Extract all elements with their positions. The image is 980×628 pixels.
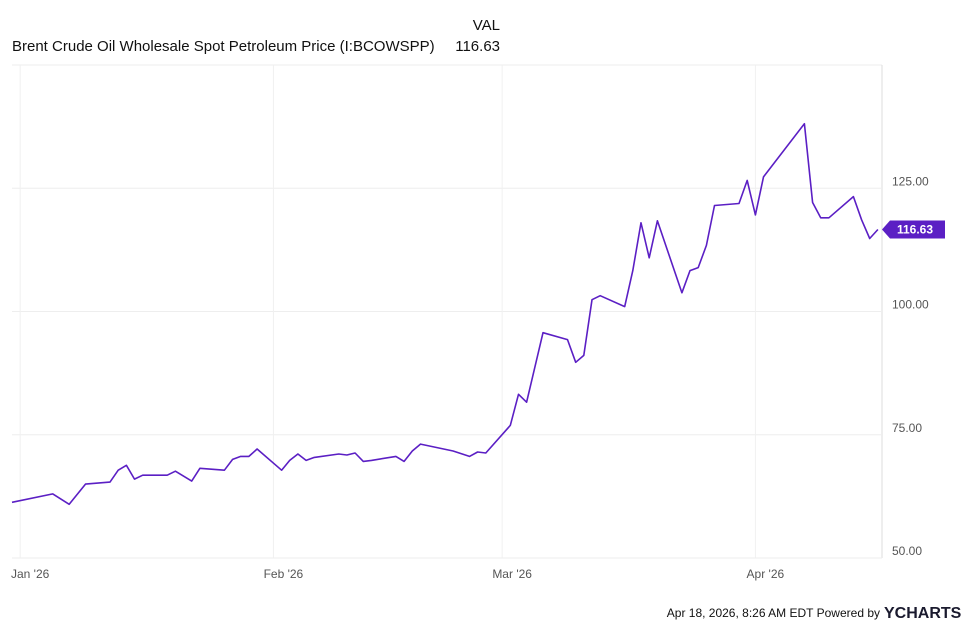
x-tick-label: Apr '26 bbox=[747, 567, 785, 581]
footer: Apr 18, 2026, 8:26 AM EDT Powered by bbox=[667, 606, 880, 620]
value-tag-label: 116.63 bbox=[897, 223, 933, 237]
x-tick-label: Feb '26 bbox=[264, 567, 304, 581]
y-tick-label: 50.00 bbox=[892, 544, 922, 558]
header-column: VAL bbox=[473, 17, 500, 34]
y-tick-label: 100.00 bbox=[892, 298, 929, 312]
x-tick-label: Mar '26 bbox=[492, 567, 532, 581]
value-tag bbox=[882, 220, 945, 239]
series-line bbox=[11, 122, 879, 506]
y-tick-label: 125.00 bbox=[892, 174, 929, 188]
x-tick-label: Jan '26 bbox=[11, 567, 50, 581]
legend-value: 116.63 bbox=[455, 38, 500, 55]
y-tick-label: 75.00 bbox=[892, 421, 922, 435]
legend-name: Brent Crude Oil Wholesale Spot Petroleum… bbox=[12, 38, 435, 55]
brand: YCHARTS bbox=[884, 605, 962, 622]
